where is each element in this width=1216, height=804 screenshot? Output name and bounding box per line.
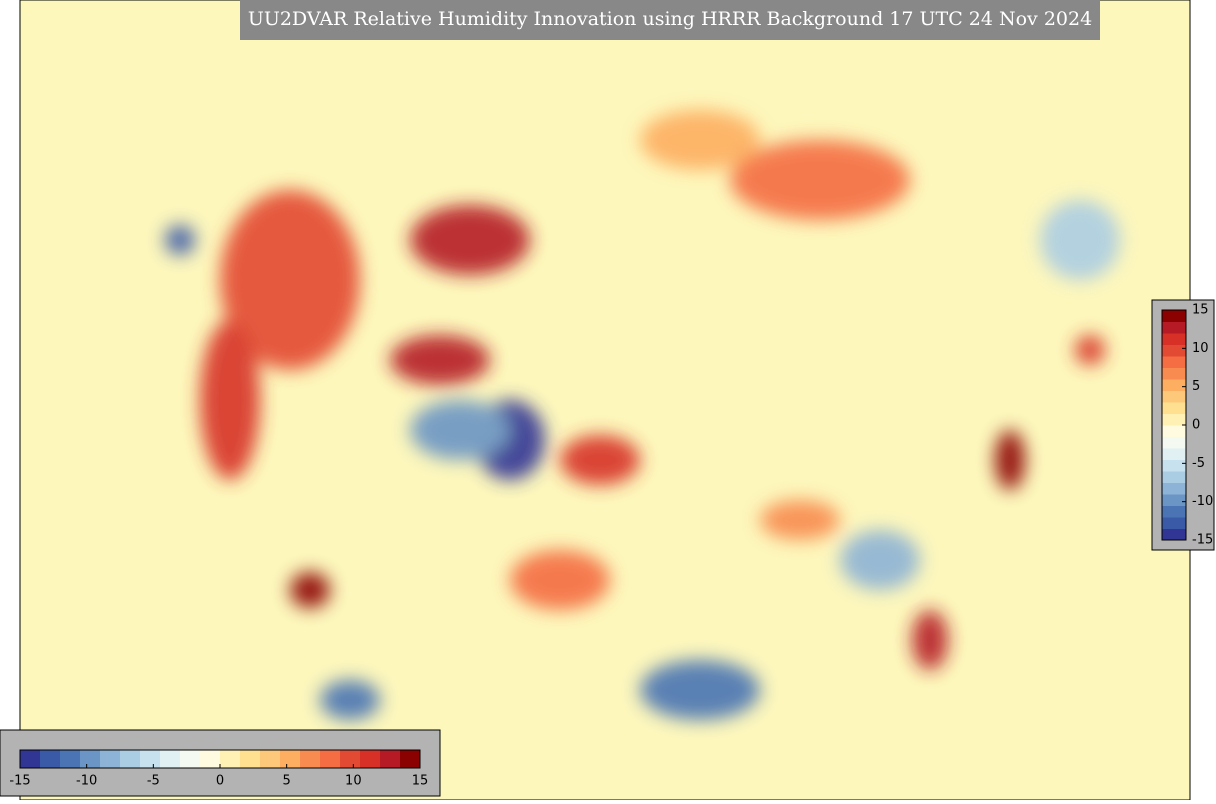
colorbar-segment [1162,402,1186,414]
colorbar-segment [120,750,141,768]
colorbar-segment [380,750,401,768]
colorbar-segment [1162,448,1186,460]
colorbar-segment [1162,379,1186,391]
colorbar-segment [400,750,421,768]
colorbar-segment [1162,471,1186,483]
colorbar-segment [360,750,381,768]
colorbar-segment [180,750,201,768]
colorbar-segment [1162,356,1186,368]
colorbar-segment [1162,413,1186,426]
colorbar-segment [100,750,121,768]
colorbar-segment [1162,390,1186,403]
map-area [19,0,1191,801]
colorbar-segment [1162,482,1186,495]
colorbar-segment [60,750,81,768]
colorbar-tick-label: 0 [216,774,224,789]
colorbar-tick-label: -10 [76,774,97,789]
colorbar-segment [1162,436,1186,449]
colorbar-segment [240,750,261,768]
map-title: UU2DVAR Relative Humidity Innovation usi… [248,8,1092,30]
colorbar-segment [280,750,301,768]
colorbar-tick-label: -15 [9,774,30,789]
colorbar-segment [40,750,61,768]
colorbar-segment [300,750,321,768]
colorbar-segment [200,750,221,768]
colorbar-tick-label: 5 [283,774,291,789]
colorbar-tick-label: 15 [412,774,429,789]
colorbar-segment [20,750,41,768]
colorbar-segment [1162,310,1186,322]
colorbar-segment [1162,517,1186,529]
colorbar-segment [160,750,181,768]
colorbar-segment [1162,528,1186,541]
colorbar-segment [1162,494,1186,506]
colorbar-segment [1162,367,1186,380]
colorbar-segment [220,750,241,768]
colorbar-segment [140,750,161,768]
colorbar-tick-label: 10 [345,774,362,789]
colorbar-tick-label: -10 [1192,494,1213,509]
colorbar-segment [1162,505,1186,518]
colorbar-segment [1162,459,1186,472]
colorbar-segment [340,750,361,768]
colorbar-segment [260,750,281,768]
colorbar-segment [1162,333,1186,345]
field-blobs [165,110,1120,720]
colorbar-tick-label: -5 [1192,456,1205,471]
colorbar-tick-label: 10 [1192,341,1209,356]
colorbar-tick-label: -15 [1192,533,1213,548]
colorbar-segment [80,750,101,768]
title-box [240,0,1100,40]
colorbar-segment [1162,425,1186,437]
colorbar-segment [1162,344,1186,357]
colorbar-segment [1162,321,1186,334]
colorbar-segment [320,750,341,768]
colorbar-tick-label: 5 [1192,379,1200,394]
colorbar-tick-label: 0 [1192,418,1200,433]
colorbar-tick-label: -5 [147,774,160,789]
colorbar-tick-label: 15 [1192,303,1209,318]
